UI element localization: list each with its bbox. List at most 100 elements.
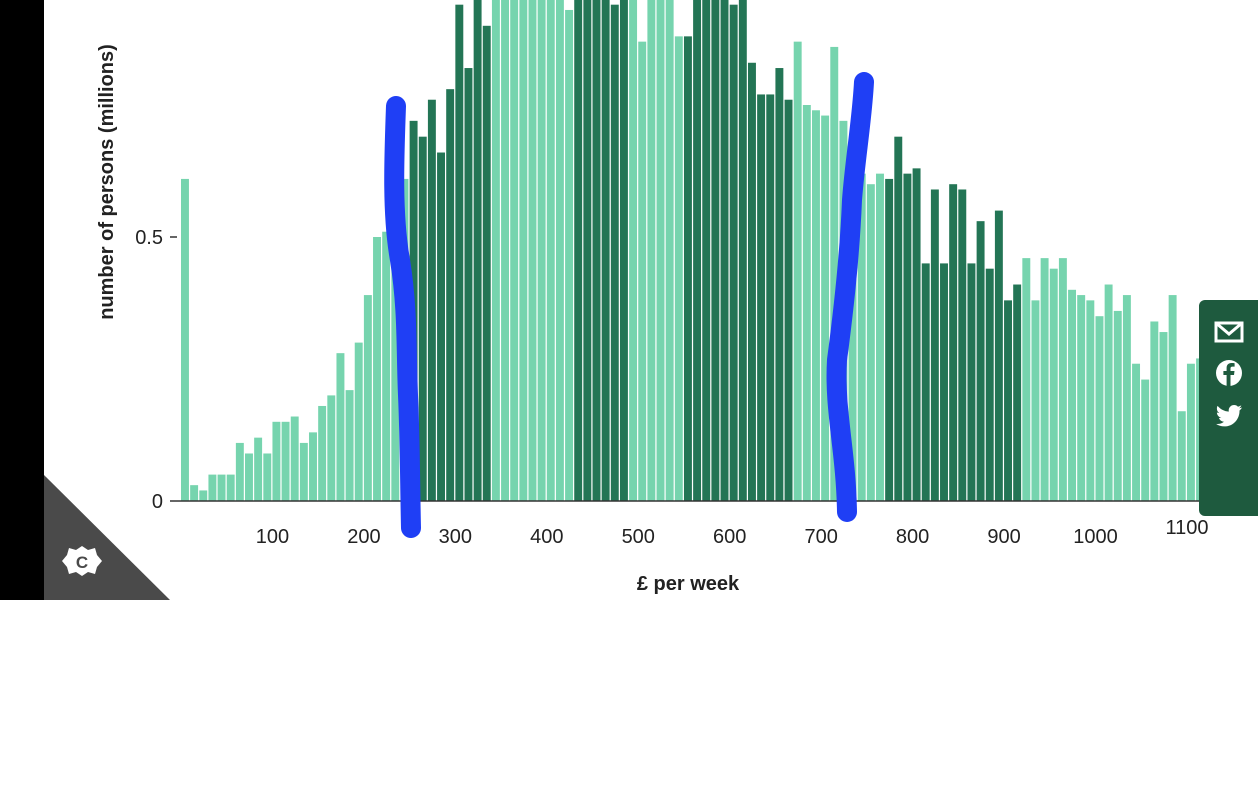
x-tick-label: 600	[713, 526, 746, 548]
histogram-bar	[555, 0, 564, 501]
histogram-bar	[994, 210, 1003, 501]
histogram-bar	[501, 0, 510, 501]
histogram-bar	[711, 0, 720, 501]
histogram-bar	[1186, 363, 1195, 501]
histogram-bar	[254, 437, 263, 501]
histogram-bar	[1068, 289, 1077, 501]
histogram-bar	[1168, 295, 1177, 501]
histogram-bar	[309, 432, 317, 501]
email-icon[interactable]	[1213, 316, 1245, 348]
x-tick-label: 400	[530, 526, 563, 548]
histogram-bar	[574, 0, 583, 502]
histogram-bar	[985, 268, 994, 501]
histogram-bar	[427, 99, 436, 501]
histogram-bar	[565, 9, 574, 502]
histogram-bar	[912, 168, 921, 502]
histogram-bar	[1086, 300, 1095, 501]
histogram-bar	[217, 474, 226, 501]
x-axis-title: £ per week	[637, 573, 740, 595]
histogram-bar	[976, 221, 985, 501]
histogram-bar	[290, 416, 299, 501]
x-tick-label: 700	[804, 526, 837, 548]
x-tick-label: 300	[439, 526, 472, 548]
histogram-bar	[272, 421, 281, 501]
histogram-bar	[464, 68, 473, 501]
histogram-bar	[345, 390, 354, 501]
histogram-bar	[199, 490, 208, 501]
histogram-bar	[1095, 316, 1104, 501]
share-panel: Share	[1199, 300, 1258, 793]
histogram-bar	[747, 62, 756, 501]
histogram-bar	[638, 41, 647, 501]
histogram-bar	[921, 263, 930, 501]
histogram-bar	[437, 152, 445, 501]
annotation-stroke-right	[826, 72, 874, 522]
histogram-bar	[592, 0, 601, 501]
bars-group	[181, 0, 1258, 502]
histogram-bar	[1058, 258, 1067, 501]
cookie-settings-icon[interactable]	[62, 546, 102, 576]
histogram-bar	[775, 68, 784, 501]
histogram-bar	[940, 263, 948, 501]
x-tick-label: 1000	[1073, 526, 1118, 548]
histogram-bar	[665, 0, 674, 502]
histogram-bar	[327, 395, 336, 501]
x-tick-labels: 100 200 300 400 500 600 700 800 900 1000 1100	[256, 517, 1209, 548]
twitter-icon[interactable]	[1213, 399, 1245, 431]
histogram-bar	[702, 0, 711, 502]
histogram-bar	[1150, 321, 1159, 501]
left-edge-bar	[0, 0, 44, 600]
histogram-bar	[647, 0, 656, 502]
histogram-bar	[354, 342, 363, 501]
x-tick-label: 800	[896, 526, 929, 548]
histogram-bar	[949, 184, 958, 501]
histogram-bar	[455, 4, 464, 502]
histogram-bar	[830, 46, 839, 502]
histogram-bar	[958, 189, 967, 502]
histogram-bar	[583, 0, 592, 502]
histogram-bar	[1004, 300, 1012, 501]
histogram-bar	[226, 474, 235, 501]
histogram-bar	[299, 442, 308, 501]
histogram-bar	[903, 173, 912, 501]
histogram-bar	[1113, 310, 1122, 501]
histogram-bar	[1049, 268, 1058, 501]
histogram-bar	[1122, 295, 1131, 501]
histogram-bar	[610, 4, 619, 502]
histogram-bar	[693, 0, 702, 501]
share-label[interactable]: Share	[1218, 747, 1237, 793]
histogram-bar	[1040, 258, 1049, 501]
histogram-bar	[446, 89, 455, 501]
histogram-bar	[729, 4, 738, 502]
histogram-bar	[821, 115, 830, 501]
y-tick-label-0: 0	[152, 491, 163, 513]
histogram-bar	[766, 94, 775, 501]
histogram-bar	[537, 0, 546, 501]
histogram-bar	[738, 0, 747, 501]
histogram-bar	[1159, 332, 1168, 501]
histogram-bar	[784, 99, 793, 501]
x-tick-label: 100	[256, 526, 289, 548]
histogram-bar	[601, 0, 610, 502]
histogram-bar	[1177, 411, 1186, 501]
histogram-bar	[967, 263, 976, 501]
histogram-bar	[263, 453, 272, 501]
histogram-bar	[391, 210, 400, 501]
cookie-settings-badge[interactable]: C	[44, 475, 170, 600]
histogram-chart: 0 0.5 100 200 300 400 500 600 700 800 900 1000 110…	[96, 0, 1258, 595]
histogram-bar	[373, 237, 381, 501]
histogram-bar	[812, 110, 820, 501]
histogram-bar	[848, 147, 857, 502]
facebook-icon[interactable]	[1213, 357, 1245, 389]
histogram-bar	[382, 231, 391, 501]
cookie-badge-letter: C	[76, 553, 88, 572]
histogram-bar	[473, 0, 482, 502]
x-tick-label: 900	[987, 526, 1020, 548]
histogram-bar	[318, 405, 327, 501]
histogram-bar	[190, 485, 199, 501]
histogram-bar	[802, 105, 811, 501]
x-tick-label: 1100	[1165, 517, 1208, 539]
histogram-bar	[629, 0, 638, 501]
histogram-bar	[757, 94, 766, 501]
histogram-bar	[656, 0, 665, 501]
